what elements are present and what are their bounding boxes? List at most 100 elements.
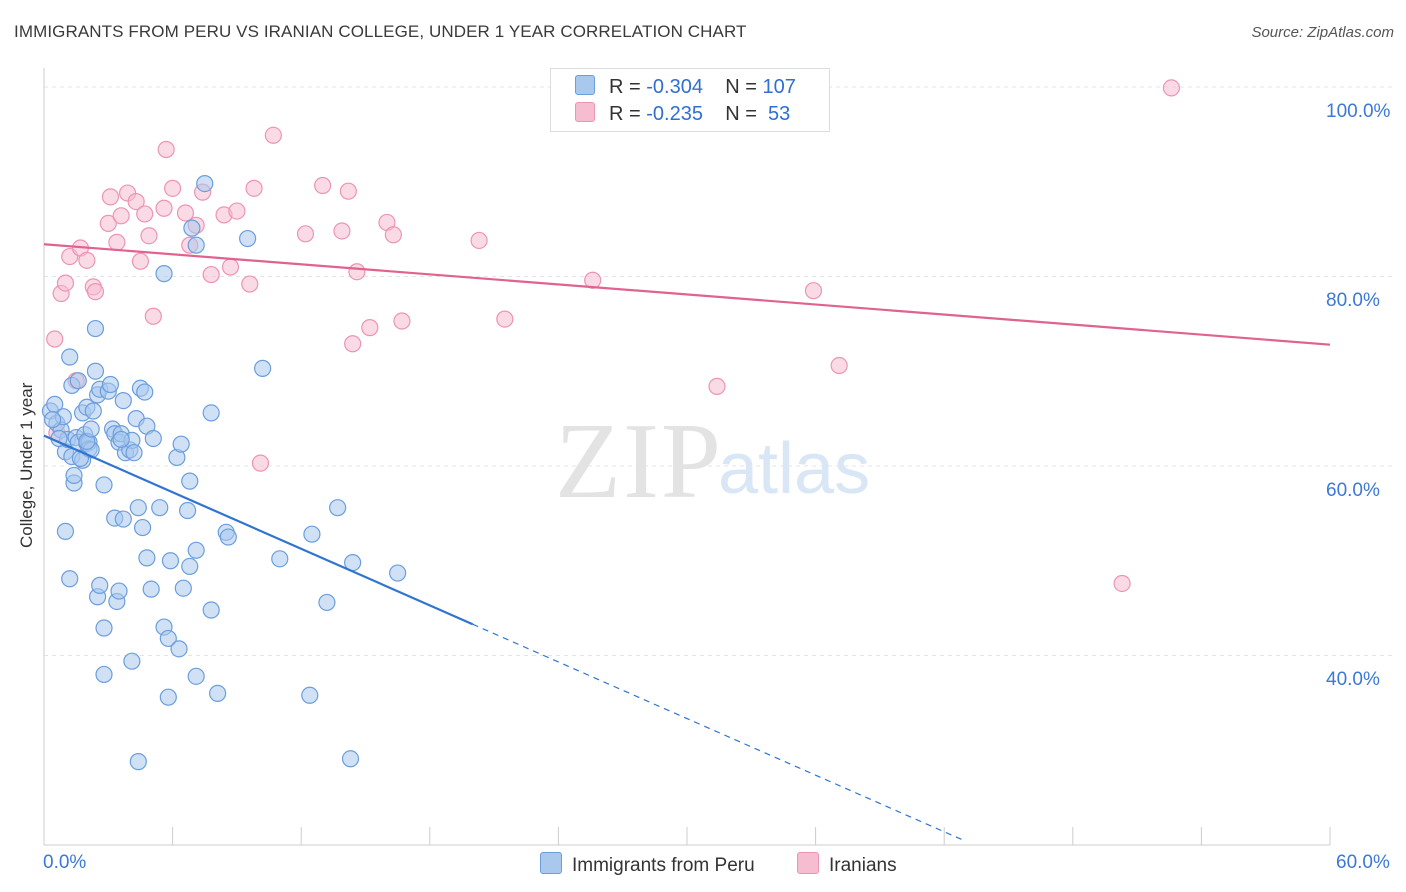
iranians-point bbox=[155, 199, 173, 217]
peru-point bbox=[86, 319, 105, 338]
iranians-point bbox=[228, 202, 246, 220]
iranians-point bbox=[251, 454, 270, 472]
iranians-point bbox=[708, 377, 726, 395]
iranians-point bbox=[1113, 574, 1131, 593]
peru-point bbox=[209, 684, 227, 702]
iranians-point bbox=[127, 193, 145, 211]
bottom-legend-peru[interactable]: Immigrants from Peru bbox=[540, 852, 755, 877]
peru-point bbox=[301, 686, 319, 704]
x-tick-label-max: 60.0% bbox=[1336, 852, 1390, 873]
peru-point bbox=[271, 550, 289, 568]
peru-point bbox=[303, 525, 321, 543]
peru-point bbox=[61, 570, 79, 588]
peru-point bbox=[174, 579, 192, 597]
peru-point bbox=[202, 601, 220, 619]
correlation-legend: R = -0.304 N = 107 R = -0.235 N = 53 bbox=[550, 68, 830, 132]
y-tick-label: 60.0% bbox=[1326, 479, 1380, 501]
iranians-point bbox=[144, 307, 162, 325]
iranians-point bbox=[131, 252, 150, 270]
iranians-point bbox=[804, 282, 823, 300]
iranians-point bbox=[245, 179, 263, 197]
peru-point bbox=[187, 667, 205, 685]
peru-point bbox=[95, 619, 113, 637]
legend-row-iranians: R = -0.235 N = 53 bbox=[575, 102, 790, 126]
peru-point bbox=[181, 557, 199, 576]
peru-point bbox=[95, 665, 113, 684]
peru-point bbox=[123, 652, 141, 670]
iranians-point bbox=[108, 233, 126, 251]
iranians-point bbox=[584, 271, 602, 289]
peru-points bbox=[41, 175, 407, 771]
iranians-point bbox=[1162, 79, 1180, 97]
y-tick-label: 40.0% bbox=[1326, 669, 1380, 691]
peru-point bbox=[69, 372, 87, 390]
iranians-point bbox=[157, 140, 175, 159]
peru-point bbox=[129, 499, 147, 517]
iranians-point bbox=[221, 258, 240, 276]
peru-point bbox=[133, 518, 152, 537]
legend-swatch-peru bbox=[575, 75, 595, 95]
iranians-point bbox=[348, 263, 366, 281]
watermark-atlas: atlas bbox=[718, 429, 871, 509]
peru-trend-extension bbox=[472, 623, 966, 842]
iranians-point bbox=[393, 312, 411, 330]
iranians-point bbox=[241, 275, 259, 293]
peru-point bbox=[170, 640, 188, 658]
peru-point bbox=[155, 265, 173, 283]
source-note: Source: ZipAtlas.com bbox=[1251, 24, 1394, 41]
peru-point bbox=[172, 435, 190, 453]
peru-point bbox=[125, 444, 143, 462]
iranians-point bbox=[86, 283, 105, 301]
peru-point bbox=[56, 522, 75, 540]
iranians-point bbox=[333, 222, 351, 240]
peru-point bbox=[43, 410, 62, 429]
peru-point bbox=[110, 582, 128, 600]
peru-point bbox=[196, 175, 214, 193]
iranians-point bbox=[344, 335, 362, 353]
peru-point bbox=[254, 359, 272, 377]
peru-point bbox=[142, 580, 160, 598]
iranians-points bbox=[46, 79, 1180, 593]
peru-point bbox=[187, 541, 205, 559]
iranians-point bbox=[46, 330, 64, 348]
legend-n-value-peru: 107 bbox=[762, 76, 796, 98]
bottom-legend-iranians[interactable]: Iranians bbox=[797, 852, 897, 877]
peru-point bbox=[61, 348, 79, 366]
iranians-point bbox=[164, 179, 182, 197]
peru-trend-line bbox=[43, 434, 474, 626]
y-tick-label: 100.0% bbox=[1326, 100, 1391, 122]
legend-n-label: N = bbox=[725, 76, 757, 98]
peru-point bbox=[219, 528, 237, 546]
peru-point bbox=[114, 391, 132, 410]
peru-point bbox=[159, 688, 177, 706]
peru-point bbox=[159, 629, 177, 648]
iranians-point bbox=[830, 356, 848, 375]
peru-point bbox=[86, 362, 105, 380]
legend-r-label: R = bbox=[609, 103, 641, 125]
iranians-point bbox=[470, 231, 488, 250]
peru-point bbox=[84, 402, 102, 420]
legend-n-value-iranians: 53 bbox=[762, 103, 791, 125]
peru-point bbox=[136, 383, 154, 401]
iranians-point bbox=[361, 319, 379, 337]
bottom-legend-swatch-iranians bbox=[797, 852, 819, 874]
iranians-trend-line bbox=[43, 243, 1331, 346]
iranians-point bbox=[56, 274, 75, 292]
peru-point bbox=[239, 229, 257, 248]
peru-point bbox=[112, 430, 130, 449]
peru-point bbox=[95, 476, 113, 494]
chart-title: IMMIGRANTS FROM PERU VS IRANIAN COLLEGE,… bbox=[14, 22, 747, 41]
peru-point bbox=[187, 236, 205, 254]
peru-point bbox=[179, 501, 197, 520]
iranians-point bbox=[112, 207, 130, 225]
iranians-point bbox=[99, 214, 117, 232]
peru-point bbox=[82, 420, 100, 438]
iranians-point bbox=[140, 227, 158, 245]
peru-point bbox=[138, 549, 156, 567]
iranians-point bbox=[176, 204, 195, 222]
bottom-legend-label-iranians: Iranians bbox=[829, 855, 897, 876]
legend-r-value-iranians: -0.235 bbox=[646, 103, 703, 125]
legend-r-value-peru: -0.304 bbox=[646, 76, 703, 98]
peru-point bbox=[318, 593, 336, 612]
